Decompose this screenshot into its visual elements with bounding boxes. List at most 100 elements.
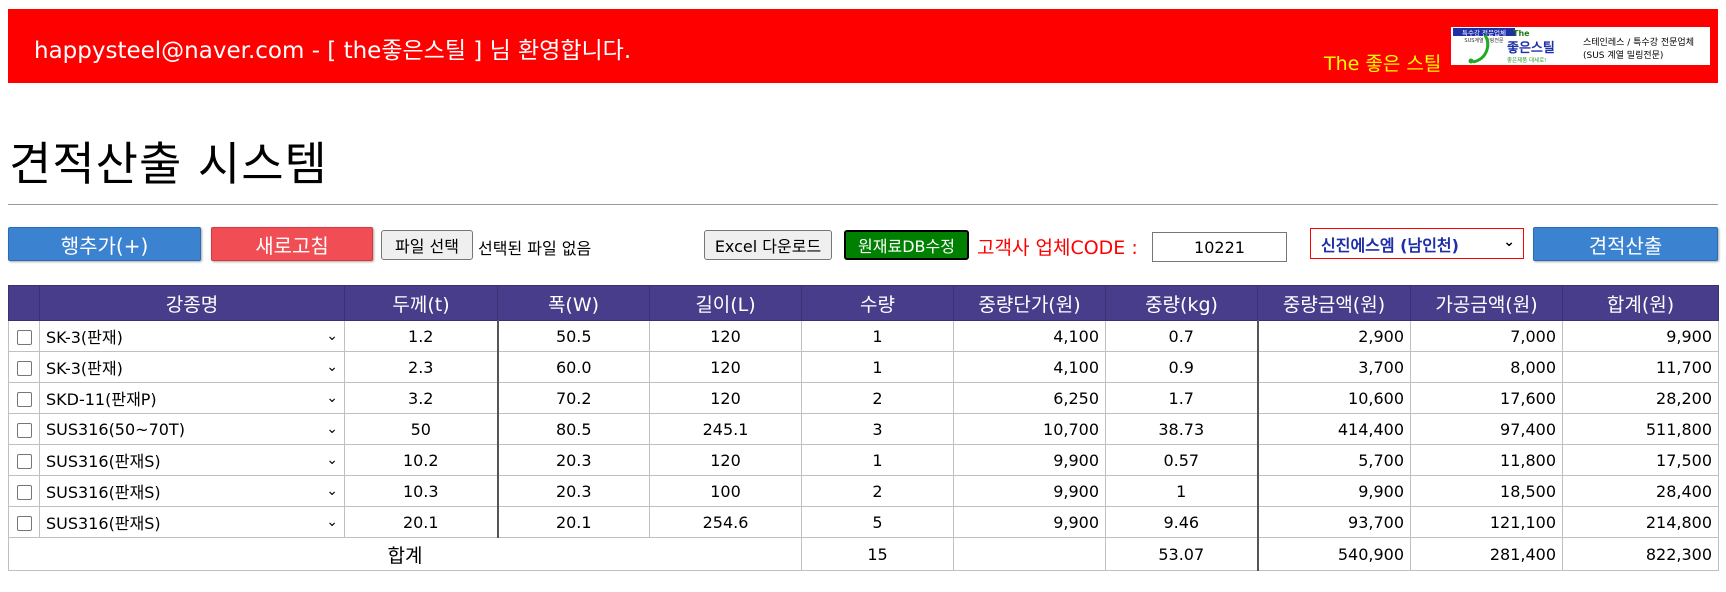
weight-amount-cell: 3,700 xyxy=(1257,351,1411,383)
width-cell[interactable]: 70.2 xyxy=(497,382,650,414)
width-cell[interactable]: 20.3 xyxy=(497,444,650,476)
logo-desc-2: (SUS 계열 밀링전문) xyxy=(1583,49,1663,61)
quantity-cell[interactable]: 1 xyxy=(801,351,954,383)
weight-cell: 38.73 xyxy=(1105,413,1259,445)
total-qty: 15 xyxy=(801,537,954,571)
length-cell[interactable]: 120 xyxy=(649,444,802,476)
grade-value: SUS316(판재S) xyxy=(46,514,161,533)
quantity-cell[interactable]: 1 xyxy=(801,320,954,352)
row-checkbox-cell xyxy=(8,475,40,507)
grade-select[interactable]: SUS316(판재S) ⌄ xyxy=(39,506,345,538)
quantity-cell[interactable]: 2 xyxy=(801,475,954,507)
weight-cell: 1 xyxy=(1105,475,1259,507)
weight-amount-cell: 10,600 xyxy=(1257,382,1411,414)
width-cell[interactable]: 80.5 xyxy=(497,413,650,445)
thickness-cell[interactable]: 2.3 xyxy=(344,351,499,383)
length-cell[interactable]: 245.1 xyxy=(649,413,802,445)
grade-select[interactable]: SUS316(50~70T) ⌄ xyxy=(39,413,345,445)
quantity-cell[interactable]: 5 xyxy=(801,506,954,538)
process-amount-cell: 7,000 xyxy=(1410,320,1563,352)
refresh-button[interactable]: 새로고침 xyxy=(211,227,373,261)
row-total-cell: 214,800 xyxy=(1562,506,1719,538)
column-header: 중량금액(원) xyxy=(1257,285,1411,321)
grade-value: SKD-11(판재P) xyxy=(46,390,157,409)
row-checkbox[interactable] xyxy=(16,515,32,531)
logo-tag: 특수강 전문업체 xyxy=(1462,28,1506,37)
db-edit-button[interactable]: 원재료DB수정 xyxy=(844,230,969,260)
vendor-selected-value: 신진에스엠 (남인천) xyxy=(1321,235,1459,255)
thickness-cell[interactable]: 3.2 xyxy=(344,382,499,414)
table-row: SUS316(50~70T) ⌄ 50 80.5 245.1 3 10,700 38.73 41… xyxy=(8,413,1719,445)
chevron-down-icon: ⌄ xyxy=(1503,234,1515,250)
row-checkbox[interactable] xyxy=(16,422,32,438)
table-row: SK-3(판재) ⌄ 2.3 60.0 120 1 4,100 0.9 3,700 8,000 11… xyxy=(8,351,1719,383)
row-checkbox[interactable] xyxy=(16,360,32,376)
length-cell[interactable]: 254.6 xyxy=(649,506,802,538)
brand-text: The 좋은 스틸 xyxy=(1324,53,1442,75)
grade-select[interactable]: SK-3(판재) ⌄ xyxy=(39,320,345,352)
column-header: 길이(L) xyxy=(649,285,802,321)
quantity-cell[interactable]: 3 xyxy=(801,413,954,445)
grade-value: SUS316(판재S) xyxy=(46,483,161,502)
quantity-cell[interactable]: 2 xyxy=(801,382,954,414)
length-cell[interactable]: 100 xyxy=(649,475,802,507)
total-weight: 53.07 xyxy=(1105,537,1259,571)
grade-select[interactable]: SKD-11(판재P) ⌄ xyxy=(39,382,345,414)
chevron-down-icon: ⌄ xyxy=(326,452,338,468)
total-unit-empty xyxy=(953,537,1106,571)
row-checkbox[interactable] xyxy=(16,453,32,469)
unit-price-cell: 4,100 xyxy=(953,320,1106,352)
width-cell[interactable]: 20.3 xyxy=(497,475,650,507)
grade-select[interactable]: SK-3(판재) ⌄ xyxy=(39,351,345,383)
row-checkbox-cell xyxy=(8,506,40,538)
table-header-row: 강종명 두께(t) 폭(W) 길이(L) 수량 중량단가(원) 중량(kg) 중… xyxy=(8,285,1719,321)
row-checkbox[interactable] xyxy=(16,391,32,407)
row-total-cell: 11,700 xyxy=(1562,351,1719,383)
grade-select[interactable]: SUS316(판재S) ⌄ xyxy=(39,444,345,476)
logo-tag-sub: SUS계열 밀링전문 xyxy=(1464,37,1504,44)
chevron-down-icon: ⌄ xyxy=(326,390,338,406)
row-checkbox[interactable] xyxy=(16,329,32,345)
length-cell[interactable]: 120 xyxy=(649,320,802,352)
weight-cell: 0.57 xyxy=(1105,444,1259,476)
customer-code-input[interactable] xyxy=(1152,232,1287,262)
thickness-cell[interactable]: 10.3 xyxy=(344,475,499,507)
length-cell[interactable]: 120 xyxy=(649,382,802,414)
weight-amount-cell: 9,900 xyxy=(1257,475,1411,507)
weight-cell: 9.46 xyxy=(1105,506,1259,538)
unit-price-cell: 9,900 xyxy=(953,475,1106,507)
chevron-down-icon: ⌄ xyxy=(326,421,338,437)
width-cell[interactable]: 60.0 xyxy=(497,351,650,383)
row-checkbox-cell xyxy=(8,444,40,476)
thickness-cell[interactable]: 1.2 xyxy=(344,320,499,352)
table-row: SUS316(판재S) ⌄ 10.2 20.3 120 1 9,900 0.57 5,700 11… xyxy=(8,444,1719,476)
row-total-cell: 9,900 xyxy=(1562,320,1719,352)
length-cell[interactable]: 120 xyxy=(649,351,802,383)
row-checkbox-cell xyxy=(8,382,40,414)
grade-select[interactable]: SUS316(판재S) ⌄ xyxy=(39,475,345,507)
grade-value: SK-3(판재) xyxy=(46,359,123,378)
vendor-select[interactable]: 신진에스엠 (남인천) ⌄ xyxy=(1310,228,1524,259)
column-header: 수량 xyxy=(801,285,954,321)
width-cell[interactable]: 50.5 xyxy=(497,320,650,352)
row-checkbox-cell xyxy=(8,320,40,352)
row-checkbox[interactable] xyxy=(16,484,32,500)
weight-cell: 0.7 xyxy=(1105,320,1259,352)
weight-amount-cell: 93,700 xyxy=(1257,506,1411,538)
total-process-amount: 281,400 xyxy=(1410,537,1563,571)
calculate-button[interactable]: 견적산출 xyxy=(1533,227,1718,261)
process-amount-cell: 121,100 xyxy=(1410,506,1563,538)
company-logo[interactable]: 특수강 전문업체 SUS계열 밀링전문 The 좋은스틸 좋은제품 대세로! 스… xyxy=(1451,27,1710,65)
quantity-cell[interactable]: 1 xyxy=(801,444,954,476)
width-cell[interactable]: 20.1 xyxy=(497,506,650,538)
thickness-cell[interactable]: 20.1 xyxy=(344,506,499,538)
thickness-cell[interactable]: 50 xyxy=(344,413,499,445)
welcome-message: happysteel@naver.com - [ the좋은스틸 ] 님 환영합… xyxy=(34,38,632,64)
header-banner: happysteel@naver.com - [ the좋은스틸 ] 님 환영합… xyxy=(8,9,1718,83)
excel-download-button[interactable]: Excel 다운로드 xyxy=(704,230,832,260)
add-row-button[interactable]: 행추가(+) xyxy=(8,227,201,261)
weight-amount-cell: 414,400 xyxy=(1257,413,1411,445)
total-weight-amount: 540,900 xyxy=(1257,537,1411,571)
thickness-cell[interactable]: 10.2 xyxy=(344,444,499,476)
file-select-button[interactable]: 파일 선택 xyxy=(381,230,473,260)
